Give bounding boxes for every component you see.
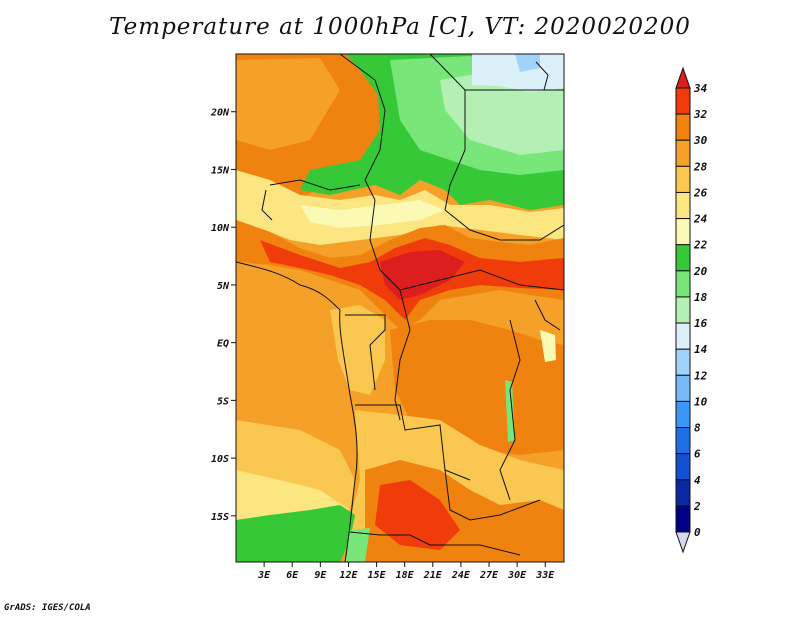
field-inland-pale (330, 305, 385, 395)
border-chad-sudan (429, 54, 466, 211)
lon-tick-label: 6E (286, 570, 299, 581)
grads-credit: GrADS: IGES/COLA (4, 603, 91, 613)
colorbar-label: 10 (694, 395, 708, 408)
field-sahel-pale (300, 200, 445, 228)
border-zambia (444, 469, 541, 521)
colorbar-label: 34 (693, 82, 708, 95)
borders (236, 54, 564, 562)
map-frame (235, 53, 565, 563)
field-ocean-pale (236, 470, 350, 520)
colorbar-label: 28 (693, 160, 708, 173)
border-mali (261, 189, 273, 221)
colorbar-swatch (675, 322, 691, 350)
colorbar-swatch (675, 270, 691, 298)
border-niger-nigeria (269, 179, 361, 191)
lon-tick-label: 12E (339, 570, 358, 581)
map-title: Temperature at 1000hPa [C], VT: 20200202… (109, 14, 691, 40)
colorbar-label: 2 (693, 500, 701, 513)
colorbar-label: 12 (694, 369, 708, 382)
colorbar-swatch (675, 191, 691, 220)
lon-tick-label: 9E (314, 570, 327, 581)
colorbar-bottom-arrow (675, 531, 691, 554)
lat-tick-label: 10N (211, 223, 230, 234)
lat-tick-label: 20N (210, 108, 230, 119)
field-cold-patch (515, 54, 540, 72)
lon-tick-label: 24E (451, 570, 471, 581)
lon-tick-label: 33E (535, 570, 555, 581)
colorbar-swatch (675, 244, 691, 272)
lon-tick-label: 15E (368, 570, 387, 581)
colorbar-swatch (675, 218, 691, 246)
colorbar-label: 32 (693, 108, 708, 121)
lat-tick-label: EQ (217, 339, 229, 350)
colorbar-label: 18 (694, 291, 708, 304)
colorbar-label: 4 (694, 474, 701, 487)
border-uganda (534, 299, 561, 331)
lat-tick-label: 5N (217, 281, 230, 292)
lon-tick-label: 3E (257, 570, 271, 581)
colorbar-label: 8 (694, 422, 701, 435)
lon-tick-label: 18E (396, 570, 415, 581)
colorbar-top-arrow (675, 66, 691, 89)
lat-tick-label: 5S (217, 396, 229, 407)
latitude-axis: 20N 15N 10N 5N EQ 5S 10S 15S (210, 108, 236, 523)
field-north-amber (236, 58, 340, 150)
colorbar-swatch (675, 139, 691, 167)
field-coldest-northeast (472, 54, 564, 92)
colorbar-swatch (675, 479, 691, 507)
field-lake-victoria (540, 330, 556, 362)
colorbar-label: 14 (694, 343, 708, 356)
temperature-field (236, 54, 564, 562)
colorbar-label: 0 (694, 526, 701, 539)
border-congo (394, 289, 411, 421)
longitude-axis: 3E 6E 9E 12E 15E 18E 21E 24E 27E 30E 33E (257, 562, 555, 581)
field-green-southwest (236, 505, 355, 562)
colorbar-label: 30 (693, 134, 708, 147)
lon-tick-label: 21E (423, 570, 443, 581)
lon-tick-label: 27E (479, 570, 499, 581)
colorbar-label: 22 (693, 239, 708, 252)
colorbar-swatch (675, 427, 691, 455)
colorbar-label: 6 (694, 448, 701, 461)
colorbar-swatch (675, 113, 691, 141)
field-south-red (375, 480, 460, 550)
colorbar-swatch (675, 505, 691, 533)
coastline (236, 261, 358, 562)
colorbar-label: 26 (693, 186, 708, 199)
border-gabon (345, 314, 386, 391)
colorbar-label: 24 (693, 213, 708, 226)
border-car-south (399, 269, 564, 291)
colorbar-swatch (675, 165, 691, 193)
lat-tick-label: 15S (211, 512, 229, 523)
border-angola-drc (355, 404, 471, 481)
lon-tick-label: 30E (507, 570, 527, 581)
border-namibia (349, 531, 521, 556)
colorbar-swatch (675, 348, 691, 376)
field-lake-tanganyika (505, 380, 515, 442)
border-niger-chad (339, 54, 386, 201)
colorbar-swatch (675, 453, 691, 481)
colorbar-swatch (675, 374, 691, 402)
border-nile (535, 61, 549, 91)
lat-tick-label: 15N (211, 165, 230, 176)
colorbar-label: 20 (693, 265, 708, 278)
colorbar-swatch (675, 87, 691, 115)
colorbar-swatch (675, 296, 691, 324)
border-sudan-south (444, 209, 564, 241)
field-lightgreen-southwest (345, 528, 370, 562)
lat-tick-label: 10S (211, 454, 229, 465)
colorbar-label: 16 (694, 317, 708, 330)
colorbar-swatch (675, 400, 691, 429)
border-east-rift (499, 319, 521, 501)
field-hottest-core (380, 250, 465, 300)
border-cameroon (369, 199, 401, 291)
